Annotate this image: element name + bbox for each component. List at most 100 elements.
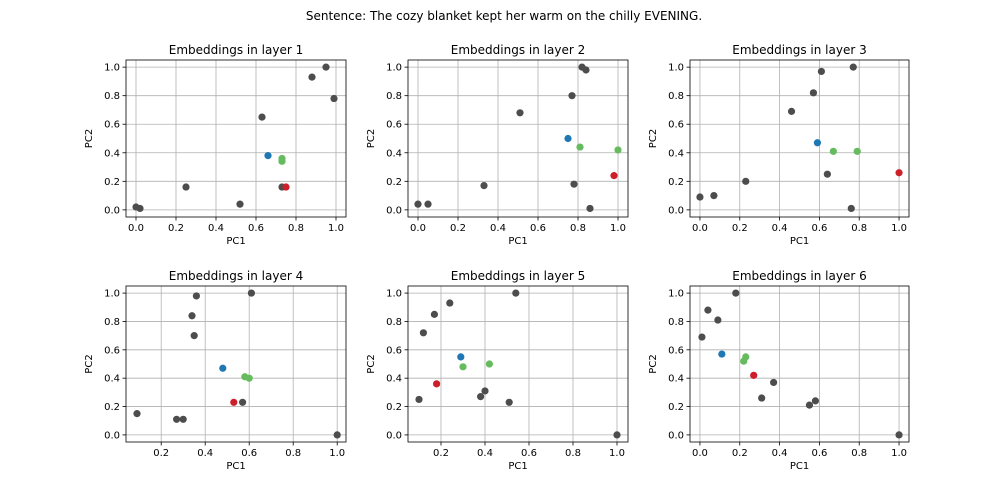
y-tick-label: 0.4 xyxy=(386,148,402,159)
subplot-title: Embeddings in layer 6 xyxy=(732,269,866,283)
point-green xyxy=(853,147,861,155)
y-axis-label: PC2 xyxy=(366,354,377,373)
point-other xyxy=(415,395,423,404)
y-axis-label: PC2 xyxy=(648,129,659,148)
point-other xyxy=(787,107,796,115)
point-other xyxy=(430,310,438,318)
point-other xyxy=(481,387,489,395)
x-tick-label: 0.6 xyxy=(530,223,546,234)
x-tick-label: 0.2 xyxy=(450,223,466,234)
x-tick-label: 1.0 xyxy=(610,223,626,234)
point-blue xyxy=(718,350,726,358)
subplot-title: Embeddings in layer 1 xyxy=(169,43,303,57)
point-green xyxy=(576,143,584,151)
x-tick-label: 1.0 xyxy=(609,448,625,459)
y-tick-label: 0.6 xyxy=(104,120,120,131)
y-tick-label: 0.4 xyxy=(386,374,402,385)
y-axis-label: PC2 xyxy=(84,129,95,148)
point-other xyxy=(182,183,190,191)
y-tick-label: 0.8 xyxy=(668,317,684,328)
point-red xyxy=(610,172,618,180)
point-other xyxy=(817,67,826,76)
point-other xyxy=(770,378,778,387)
point-green xyxy=(245,374,253,382)
subplot-title: Embeddings in layer 5 xyxy=(451,269,585,283)
point-other xyxy=(424,200,432,208)
point-blue xyxy=(219,364,227,372)
point-other xyxy=(446,299,454,307)
point-other xyxy=(236,200,244,208)
y-tick-label: 0.6 xyxy=(386,120,402,131)
x-tick-label: 0.4 xyxy=(772,223,788,234)
point-other xyxy=(732,289,740,297)
y-tick-label: 0.2 xyxy=(668,177,684,188)
y-tick-label: 0.0 xyxy=(386,205,402,216)
subplot-title: Embeddings in layer 2 xyxy=(451,43,585,57)
x-tick-label: 0.2 xyxy=(168,223,184,234)
point-other xyxy=(613,431,621,439)
y-axis-label: PC2 xyxy=(366,129,377,148)
point-other xyxy=(516,109,524,117)
point-other xyxy=(136,204,144,213)
subplot-title: Embeddings in layer 3 xyxy=(732,43,866,57)
point-red xyxy=(230,398,238,406)
x-axis-label: PC1 xyxy=(226,461,245,472)
x-tick-label: 0.4 xyxy=(208,223,224,234)
y-tick-label: 0.0 xyxy=(104,205,120,216)
y-tick-label: 1.0 xyxy=(668,289,684,300)
point-other xyxy=(568,92,576,100)
x-tick-label: 0.8 xyxy=(851,223,867,234)
y-tick-label: 0.4 xyxy=(104,148,120,159)
y-tick-label: 0.8 xyxy=(668,91,684,102)
x-axis-label: PC1 xyxy=(226,236,245,247)
y-tick-label: 0.2 xyxy=(104,402,120,413)
y-tick-label: 0.6 xyxy=(386,345,402,356)
x-tick-label: 0.8 xyxy=(285,448,301,459)
point-green xyxy=(485,360,493,368)
y-tick-label: 1.0 xyxy=(668,63,684,74)
point-other xyxy=(823,170,831,178)
x-tick-label: 1.0 xyxy=(328,223,344,234)
x-tick-label: 0.8 xyxy=(288,223,304,234)
y-tick-label: 0.4 xyxy=(668,374,684,385)
x-axis-label: PC1 xyxy=(790,461,809,472)
point-other xyxy=(742,177,750,185)
plot-frame xyxy=(125,285,347,443)
x-tick-label: 0.8 xyxy=(851,448,867,459)
subplot-layer-1: 0.0 0.2 0.4 0.6 0.8 1.0 0.0 0.2 0.4 0.6 0.8 1.0 Embe… xyxy=(84,43,347,247)
point-other xyxy=(895,431,903,439)
subplot-layer-4: 0.2 0.4 0.6 0.8 1.0 0.0 0.2 0.4 0.6 0.8 1.0 Embeddi… xyxy=(84,269,347,472)
y-tick-label: 1.0 xyxy=(104,289,120,300)
point-other xyxy=(333,431,341,439)
y-axis-label: PC2 xyxy=(648,354,659,373)
y-tick-label: 0.6 xyxy=(104,345,120,356)
plot-frame xyxy=(689,59,910,218)
point-other xyxy=(704,306,712,314)
point-other xyxy=(811,397,820,405)
x-tick-label: 0.8 xyxy=(565,448,581,459)
point-green xyxy=(742,353,750,361)
x-tick-label: 1.0 xyxy=(891,448,907,459)
x-axis-label: PC1 xyxy=(508,236,527,247)
y-tick-label: 1.0 xyxy=(104,63,120,74)
x-tick-label: 0.6 xyxy=(521,448,537,459)
y-tick-label: 0.2 xyxy=(668,402,684,413)
point-red xyxy=(433,380,441,388)
point-other xyxy=(849,63,857,71)
x-tick-label: 0.4 xyxy=(197,448,213,459)
point-other xyxy=(188,312,196,320)
point-other xyxy=(258,113,266,121)
y-tick-label: 1.0 xyxy=(386,63,402,74)
x-tick-label: 0.4 xyxy=(490,223,506,234)
y-axis-label: PC2 xyxy=(84,354,95,373)
y-tick-label: 0.0 xyxy=(104,430,120,441)
y-tick-label: 0.0 xyxy=(668,205,684,216)
y-tick-label: 0.8 xyxy=(104,317,120,328)
point-other xyxy=(414,200,422,208)
point-other xyxy=(696,193,704,201)
point-blue xyxy=(813,139,822,147)
point-other xyxy=(582,66,590,74)
x-tick-label: 0.6 xyxy=(811,223,827,234)
x-tick-label: 0.0 xyxy=(128,223,144,234)
